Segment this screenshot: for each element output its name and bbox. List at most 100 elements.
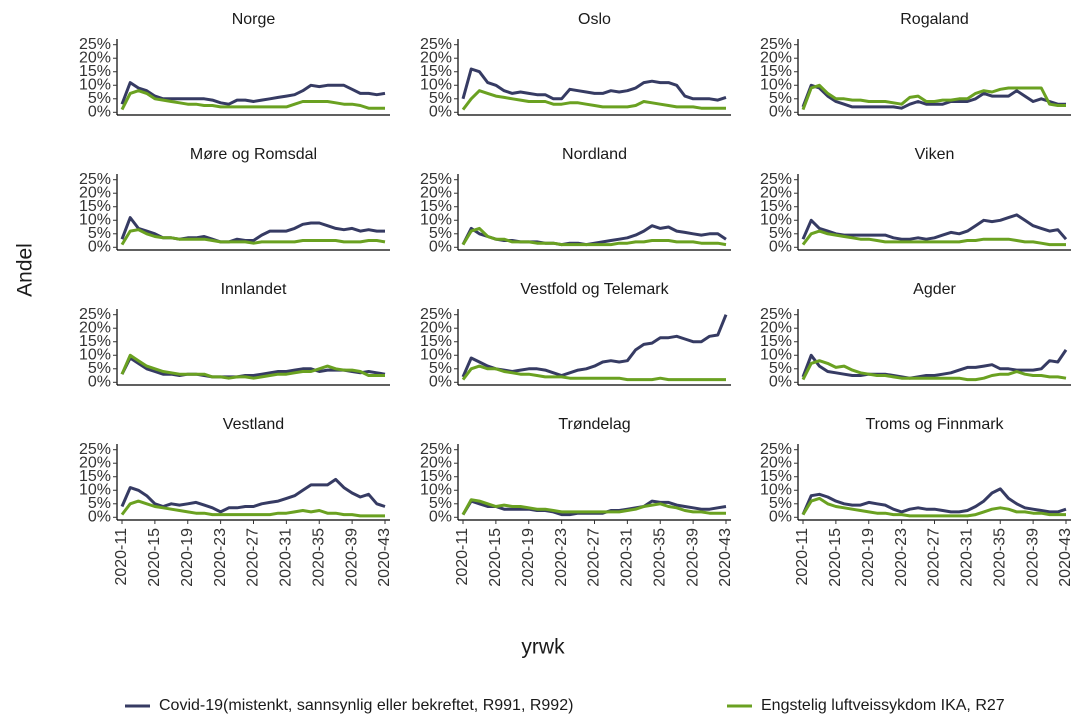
y-tick-label: 15% — [420, 198, 452, 215]
y-tick-label: 20% — [79, 319, 111, 336]
panel-title: Norge — [232, 11, 276, 28]
y-tick-label: 5% — [429, 360, 452, 377]
series-line — [120, 89, 385, 111]
y-tick-label: 5% — [769, 360, 792, 377]
y-tick-label: 20% — [420, 184, 452, 201]
x-tick-label: 2020-15 — [146, 528, 163, 587]
y-tick-label: 5% — [429, 495, 452, 512]
y-tick-label: 15% — [79, 333, 111, 350]
y-tick-label: 25% — [760, 171, 792, 188]
panel-title: Troms og Finnmark — [865, 416, 1004, 433]
x-tick-label: 2020-27 — [245, 528, 262, 587]
x-tick-label: 2020-19 — [520, 528, 537, 587]
x-tick-label: 2020-19 — [179, 528, 196, 587]
x-tick-label: 2020-23 — [212, 528, 229, 587]
series-line — [801, 487, 1067, 516]
series-line — [461, 498, 726, 516]
series-line — [801, 213, 1068, 241]
y-tick-label: 5% — [88, 225, 111, 242]
x-tick-label: 2020-31 — [959, 528, 976, 587]
y-tick-label: 25% — [420, 306, 452, 323]
y-tick-label: 25% — [79, 36, 111, 53]
x-tick-label: 2020-39 — [1024, 528, 1041, 587]
x-tick-label: 2020-27 — [586, 528, 603, 587]
x-tick-label: 2020-27 — [926, 528, 943, 587]
series-line — [801, 83, 1066, 110]
y-tick-label: 25% — [420, 36, 452, 53]
x-tick-label: 2020-39 — [684, 528, 701, 587]
y-tick-label: 20% — [760, 454, 792, 471]
y-tick-label: 25% — [760, 36, 792, 53]
panel-title: Trøndelag — [558, 416, 630, 433]
y-tick-label: 15% — [420, 468, 452, 485]
y-tick-label: 5% — [88, 90, 111, 107]
panel-title: Rogaland — [900, 11, 969, 28]
y-tick-label: 0% — [429, 239, 452, 256]
x-axis-title: yrwk — [521, 636, 565, 659]
y-tick-label: 0% — [769, 374, 792, 391]
y-tick-label: 20% — [760, 184, 792, 201]
y-tick-label: 5% — [429, 225, 452, 242]
panel-title: Oslo — [578, 11, 611, 28]
series-line — [461, 67, 727, 102]
y-tick-label: 15% — [760, 198, 792, 215]
panel-title: Vestfold og Telemark — [520, 281, 669, 298]
y-tick-label: 25% — [79, 306, 111, 323]
x-tick-label: 2020-23 — [893, 528, 910, 587]
y-tick-label: 20% — [420, 454, 452, 471]
y-tick-label: 15% — [760, 63, 792, 80]
y-tick-label: 0% — [88, 239, 111, 256]
series-line — [120, 499, 385, 518]
y-tick-label: 25% — [79, 441, 111, 458]
series-line — [801, 349, 1068, 380]
x-tick-label: 2020-11 — [454, 528, 471, 586]
y-tick-label: 15% — [79, 468, 111, 485]
y-tick-label: 25% — [420, 441, 452, 458]
x-tick-label: 2020-15 — [487, 528, 504, 587]
x-tick-label: 2020-11 — [794, 528, 811, 586]
panel-title: Møre og Romsdal — [190, 146, 317, 163]
series-line — [801, 229, 1066, 247]
series-line — [120, 228, 386, 246]
y-tick-label: 0% — [769, 239, 792, 256]
y-tick-label: 0% — [88, 509, 111, 526]
y-tick-label: 0% — [429, 104, 452, 121]
y-tick-label: 0% — [88, 104, 111, 121]
y-tick-label: 5% — [429, 90, 452, 107]
y-tick-label: 20% — [420, 49, 452, 66]
y-tick-label: 20% — [420, 319, 452, 336]
panel-title: Nordland — [562, 146, 627, 163]
y-tick-label: 5% — [88, 495, 111, 512]
series-line — [120, 353, 385, 380]
y-tick-label: 5% — [769, 495, 792, 512]
x-tick-label: 2020-39 — [343, 528, 360, 587]
y-tick-label: 5% — [769, 90, 792, 107]
y-tick-label: 10% — [760, 211, 792, 228]
x-tick-label: 2020-43 — [717, 528, 734, 587]
y-tick-label: 0% — [769, 104, 792, 121]
y-tick-label: 0% — [429, 509, 452, 526]
y-tick-label: 20% — [79, 49, 111, 66]
y-tick-label: 15% — [420, 333, 452, 350]
x-tick-label: 2020-43 — [376, 528, 393, 587]
y-tick-label: 5% — [88, 360, 111, 377]
y-tick-label: 10% — [760, 76, 792, 93]
y-tick-label: 20% — [760, 319, 792, 336]
y-tick-label: 10% — [420, 211, 452, 228]
y-tick-label: 20% — [79, 454, 111, 471]
y-tick-label: 0% — [769, 509, 792, 526]
series-line — [461, 89, 726, 111]
x-tick-label: 2020-35 — [310, 528, 327, 587]
x-tick-label: 2020-31 — [619, 528, 636, 587]
series-line — [461, 364, 726, 382]
y-tick-label: 25% — [760, 441, 792, 458]
series-line — [801, 496, 1066, 518]
series-line — [801, 83, 1066, 111]
y-tick-label: 10% — [420, 76, 452, 93]
x-tick-label: 2020-15 — [827, 528, 844, 587]
series-line — [461, 226, 727, 247]
y-tick-label: 0% — [429, 374, 452, 391]
y-tick-label: 15% — [760, 468, 792, 485]
